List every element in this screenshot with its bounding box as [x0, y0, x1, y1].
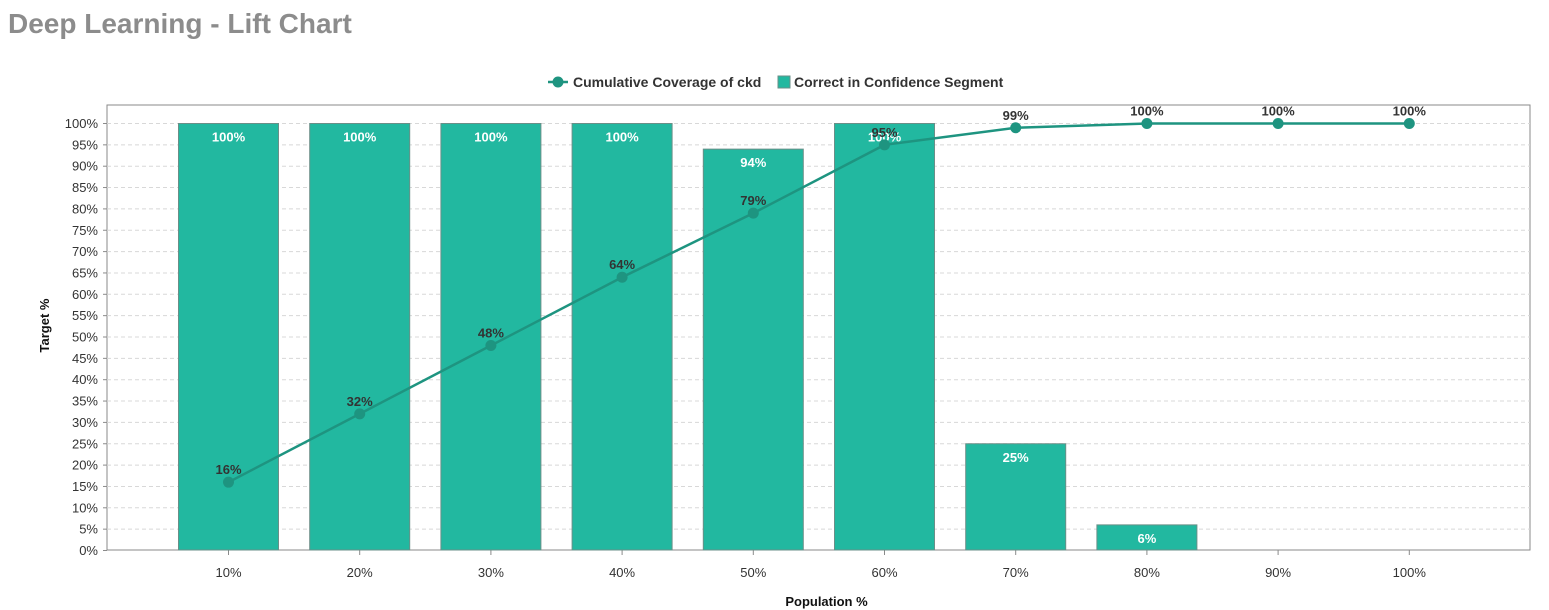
coverage-label: 32%: [347, 394, 373, 409]
y-tick-label: 45%: [72, 351, 98, 366]
x-axis-label: Population %: [785, 594, 868, 609]
coverage-point: [879, 139, 890, 151]
coverage-point: [485, 340, 497, 352]
legend-item-coverage: Cumulative Coverage of ckd: [573, 74, 761, 90]
coverage-point: [223, 476, 234, 488]
coverage-label: 100%: [1261, 104, 1295, 119]
coverage-label: 16%: [215, 462, 241, 477]
y-tick-label: 25%: [72, 436, 98, 451]
y-tick-label: 55%: [72, 308, 98, 323]
x-tick-label: 30%: [478, 565, 504, 580]
bar: [1096, 524, 1198, 551]
coverage-label: 95%: [871, 125, 897, 140]
x-tick-label: 80%: [1134, 565, 1160, 580]
coverage-label: 48%: [478, 326, 504, 341]
x-tick-label: 20%: [347, 565, 373, 580]
coverage-point: [354, 408, 366, 420]
legend-bar-swatch: [777, 75, 791, 89]
y-tick-label: 75%: [72, 223, 98, 238]
bar-label: 100%: [605, 130, 639, 145]
coverage-line: [227, 122, 1410, 484]
y-tick-label: 100%: [65, 116, 99, 131]
coverage-point: [1403, 118, 1415, 129]
y-tick-label: 90%: [72, 159, 98, 174]
y-tick-label: 50%: [72, 330, 98, 345]
y-tick-label: 95%: [72, 137, 98, 152]
y-tick-label: 20%: [72, 458, 98, 473]
coverage-point: [1272, 118, 1284, 129]
bar-label: 100%: [474, 130, 508, 145]
y-tick-label: 5%: [79, 522, 98, 537]
coverage-label: 64%: [609, 257, 635, 272]
bar-label: 6%: [1138, 531, 1157, 546]
y-tick-label: 40%: [72, 372, 98, 387]
coverage-point: [1010, 122, 1022, 134]
y-tick-label: 80%: [72, 201, 98, 216]
bar-label: 100%: [343, 130, 377, 145]
y-tick-label: 35%: [72, 394, 98, 409]
coverage-label: 79%: [740, 193, 766, 208]
coverage-label: 99%: [1003, 108, 1029, 123]
x-tick-label: 90%: [1265, 565, 1291, 580]
y-tick-label: 30%: [72, 415, 98, 430]
x-tick-label: 70%: [1003, 565, 1029, 580]
bar-label: 25%: [1003, 450, 1029, 465]
x-tick-label: 100%: [1393, 565, 1427, 580]
x-tick-label: 40%: [609, 565, 635, 580]
y-tick-label: 70%: [72, 244, 98, 259]
bar: [440, 123, 542, 551]
bar-label: 94%: [740, 155, 766, 170]
bar: [309, 123, 411, 551]
bar: [571, 123, 673, 551]
x-tick-label: 50%: [740, 565, 766, 580]
x-tick-label: 10%: [215, 565, 241, 580]
y-tick-label: 0%: [79, 543, 98, 558]
y-axis-label: Target %: [37, 298, 52, 352]
y-tick-label: 60%: [72, 287, 98, 302]
page-title: Deep Learning - Lift Chart: [8, 8, 352, 39]
legend-item-correct: Correct in Confidence Segment: [794, 74, 1004, 90]
coverage-label: 100%: [1130, 104, 1164, 119]
coverage-point: [747, 207, 759, 219]
y-tick-label: 10%: [72, 500, 98, 515]
y-tick-label: 15%: [72, 479, 98, 494]
x-tick-label: 60%: [871, 565, 897, 580]
bar: [834, 123, 935, 551]
coverage-point: [1141, 118, 1153, 129]
coverage-point: [616, 271, 628, 283]
coverage-label: 100%: [1393, 104, 1427, 119]
legend-line-marker: [552, 76, 564, 88]
bar: [965, 443, 1067, 551]
y-tick-label: 65%: [72, 265, 98, 280]
bar-label: 100%: [868, 130, 902, 145]
bar-label: 100%: [212, 130, 246, 145]
y-tick-label: 85%: [72, 180, 98, 195]
